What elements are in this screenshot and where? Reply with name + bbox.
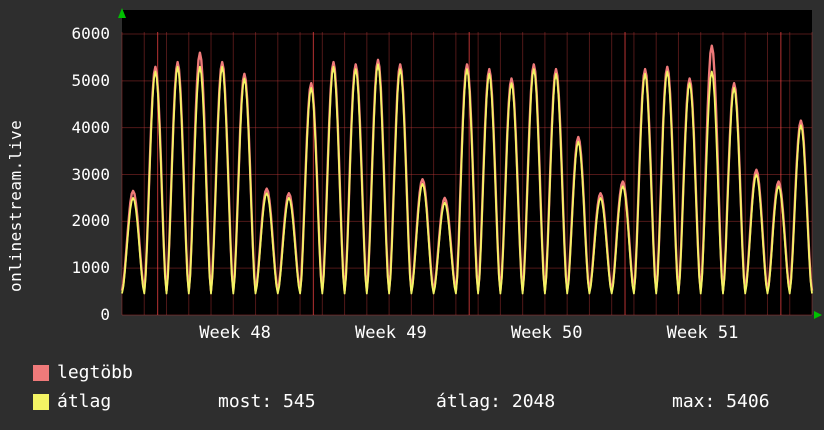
x-axis-arrow-icon (814, 311, 822, 319)
stat-most: most: 545 (218, 391, 316, 412)
chart-svg (118, 8, 822, 319)
series-line-1 (121, 63, 813, 295)
y-axis-tick-label: 3000 (71, 164, 110, 184)
plot-area (118, 8, 822, 319)
y-axis-tick-label: 5000 (71, 70, 110, 90)
legend-swatch-legtobb (33, 365, 49, 381)
x-axis-week-label: Week 51 (666, 323, 739, 343)
y-axis-tick-label: 1000 (71, 258, 110, 278)
stat-atlag: átlag: 2048 (436, 391, 556, 412)
series-line-0 (120, 44, 814, 292)
x-axis-week-label: Week 50 (510, 323, 583, 343)
stat-max: max: 5406 (672, 391, 770, 412)
y-axis-arrow-icon (118, 8, 126, 18)
y-axis-tick-label: 6000 (71, 24, 110, 43)
y-axis-tick-label: 2000 (71, 211, 110, 231)
x-axis-week-label: Week 48 (199, 323, 271, 343)
y-axis-tick-label: 4000 (71, 117, 110, 137)
y-axis-tick-label: 0 (100, 305, 110, 324)
legend-label-atlag: átlag (57, 391, 112, 412)
x-axis-week-label: Week 49 (355, 323, 427, 343)
legend-label-legtobb: legtöbb (57, 362, 133, 383)
legend-swatch-atlag (33, 394, 49, 410)
